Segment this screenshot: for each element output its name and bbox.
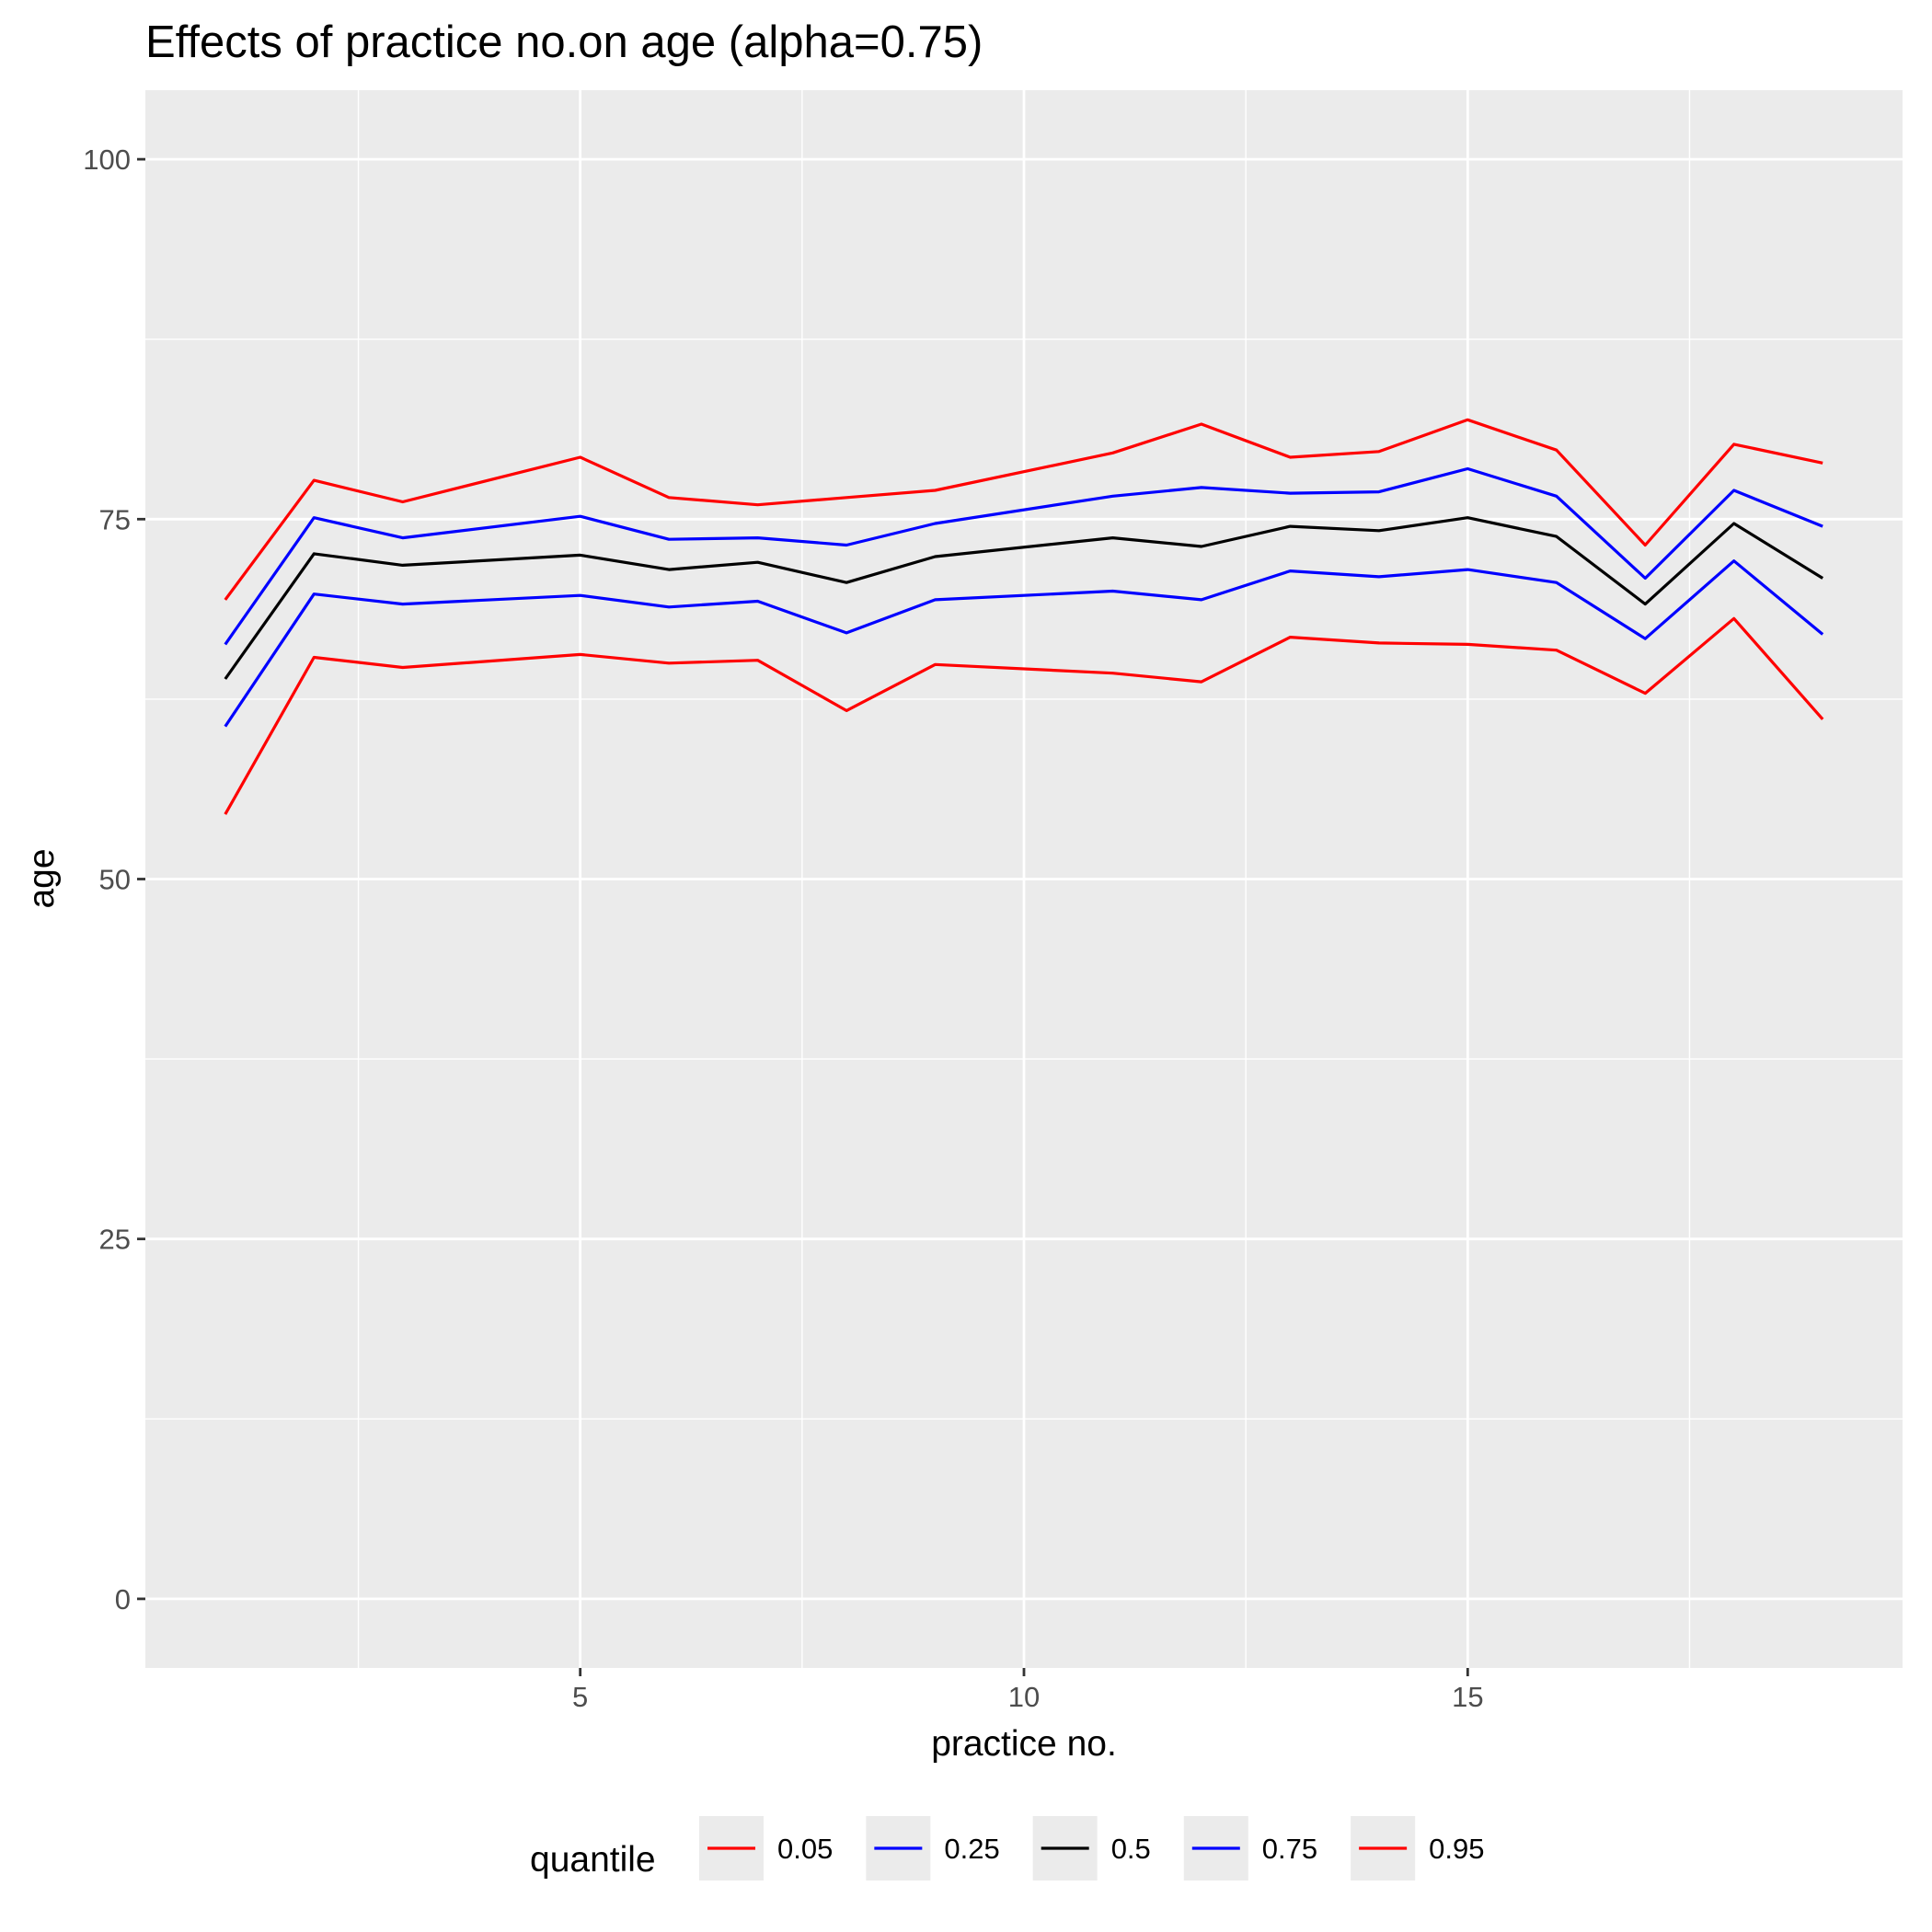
legend-label: 0.95 <box>1429 1833 1484 1865</box>
y-tick-label: 0 <box>115 1583 131 1616</box>
series-line-q0_75 <box>224 466 1823 646</box>
y-tick-label: 25 <box>99 1224 131 1256</box>
legend-label: 0.5 <box>1111 1833 1151 1865</box>
series-line-q0_25 <box>224 559 1824 728</box>
legend-label: 0.75 <box>1262 1833 1317 1865</box>
legend-item: 0.75 <box>1183 1816 1317 1880</box>
legend-item: 0.95 <box>1351 1816 1484 1880</box>
legend-item: 0.5 <box>1032 1816 1151 1880</box>
legend-label: 0.25 <box>944 1833 999 1865</box>
x-axis: 5 10 15 <box>572 1668 1484 1713</box>
legend-title: quantile <box>530 1840 656 1880</box>
legend-items: 0.05 0.25 0.5 0.75 0.95 <box>699 1816 1484 1880</box>
major-gridlines <box>145 90 1903 1668</box>
y-tick-label: 50 <box>99 864 131 896</box>
y-tick-label: 100 <box>83 144 131 176</box>
legend: quantile 0.05 0.25 0.5 0.75 0.95 <box>530 1816 1484 1880</box>
y-axis-title: age <box>22 848 62 908</box>
x-axis-title: practice no. <box>931 1724 1117 1764</box>
series-line-q0_05 <box>224 616 1824 815</box>
chart-title: Effects of practice no.on age (alpha=0.7… <box>145 17 983 67</box>
x-tick-label: 5 <box>572 1681 588 1713</box>
legend-label: 0.05 <box>777 1833 833 1865</box>
x-tick-label: 10 <box>1008 1681 1040 1713</box>
x-tick-label: 15 <box>1452 1681 1483 1713</box>
legend-item: 0.05 <box>699 1816 833 1880</box>
series-line-q0_95 <box>224 418 1823 601</box>
y-tick-label: 75 <box>99 503 131 535</box>
legend-item: 0.25 <box>866 1816 1000 1880</box>
y-axis: 0 25 50 75 100 <box>83 144 145 1616</box>
series-lines <box>224 418 1824 815</box>
series-line-q0_5 <box>224 516 1824 680</box>
